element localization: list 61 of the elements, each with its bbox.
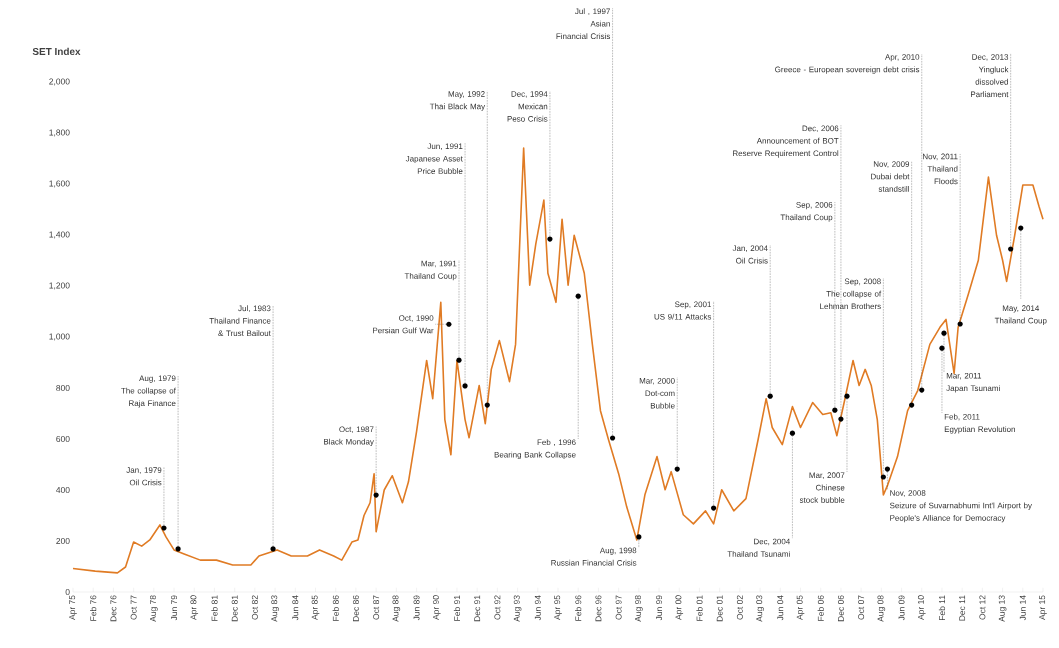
x-tick-label: Apr 85 — [311, 595, 320, 620]
y-tick-label: 0 — [65, 589, 70, 595]
y-tick-label: 1,400 — [49, 231, 70, 239]
x-tick-label: Oct 02 — [736, 595, 743, 620]
x-tick-label: Feb 96 — [575, 595, 582, 621]
x-tick-label: Dec 76 — [110, 595, 117, 622]
x-tick-label: Feb 06 — [817, 595, 824, 621]
x-tick-label: Apr 10 — [917, 595, 926, 620]
x-tick-label: Aug 03 — [756, 595, 764, 622]
y-tick-label: 2,000 — [49, 78, 70, 86]
x-tick-label: Apr 90 — [432, 595, 441, 620]
x-tick-label: Jun 09 — [898, 595, 905, 621]
x-tick-label: Apr 75 — [69, 595, 77, 620]
x-tick-label: Dec 86 — [352, 595, 359, 622]
x-tick-label: Aug 98 — [635, 595, 643, 622]
x-tick-label: Dec 96 — [595, 595, 602, 622]
y-tick-label: 600 — [56, 436, 70, 442]
x-tick-label: Dec 81 — [231, 595, 238, 622]
x-tick-label: Apr 00 — [675, 595, 684, 620]
x-tick-label: Jun 94 — [534, 595, 541, 621]
x-tick-label: Apr 05 — [796, 595, 805, 620]
x-tick-label: Feb 86 — [332, 595, 339, 621]
x-tick-label: Dec 91 — [474, 595, 481, 622]
x-tick-label: Oct 97 — [615, 595, 622, 620]
x-tick-label: Oct 12 — [979, 595, 986, 620]
x-tick-label: Aug 13 — [998, 595, 1007, 622]
y-tick-label: 1,200 — [49, 282, 70, 290]
x-tick-label: Feb 76 — [90, 595, 97, 621]
x-tick-label: Jun 89 — [413, 595, 420, 621]
y-tick-label: 800 — [56, 385, 70, 391]
y-tick-label: 1,800 — [49, 129, 70, 137]
x-tick-label: Feb 01 — [696, 595, 703, 621]
x-tick-label: Apr 95 — [554, 595, 562, 620]
y-tick-label: 400 — [56, 487, 70, 493]
x-tick-label: Jun 84 — [292, 595, 299, 621]
x-tick-label: Aug 08 — [877, 595, 886, 622]
y-tick-label: 1,600 — [49, 180, 70, 188]
x-tick-label: Oct 77 — [130, 595, 137, 620]
x-tick-label: Feb 11 — [938, 595, 946, 621]
x-tick-label: Jun 14 — [1019, 595, 1026, 621]
x-tick-label: Dec 01 — [716, 595, 723, 622]
x-tick-label: Jun 99 — [656, 595, 663, 621]
x-tick-label: Aug 78 — [150, 595, 158, 622]
x-tick-label: Apr 15 — [1039, 595, 1047, 620]
y-tick-label: 1,000 — [49, 333, 70, 341]
x-tick-label: Aug 83 — [271, 595, 279, 622]
x-tick-label: Feb 91 — [453, 595, 461, 621]
x-tick-label: Apr 80 — [190, 595, 199, 620]
x-tick-label: Jun 04 — [777, 595, 784, 621]
x-tick-label: Dec 11 — [959, 595, 966, 621]
x-tick-label: Oct 07 — [858, 595, 865, 620]
x-tick-label: Dec 06 — [837, 595, 844, 622]
y-tick-label: 200 — [56, 538, 70, 544]
x-tick-label: Feb 81 — [211, 595, 218, 621]
y-axis-title: SET Index — [32, 47, 81, 56]
x-tick-label: Oct 92 — [494, 595, 501, 620]
x-tick-label: Oct 87 — [373, 595, 380, 620]
x-tick-label: Jun 79 — [171, 595, 178, 621]
x-tick-label: Aug 88 — [392, 595, 401, 622]
x-tick-label: Aug 93 — [513, 595, 522, 622]
x-tick-label: Oct 82 — [251, 595, 258, 620]
